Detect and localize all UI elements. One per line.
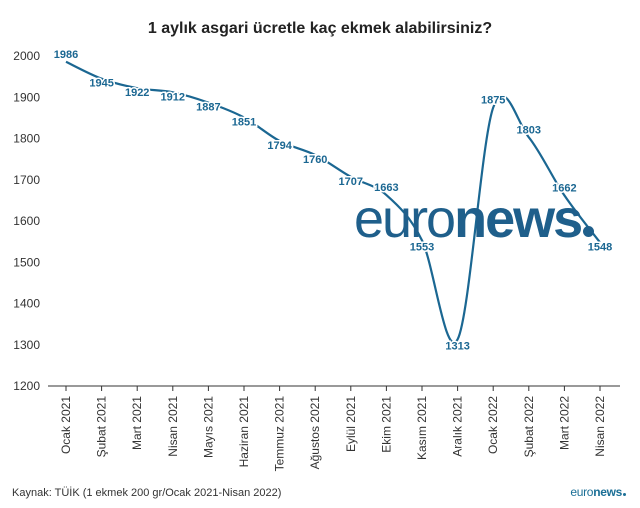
x-tick-label: Mayıs 2021	[201, 396, 215, 458]
source-note: Kaynak: TÜİK (1 ekmek 200 gr/Ocak 2021-N…	[12, 487, 282, 499]
y-tick-label: 1500	[13, 255, 40, 269]
x-tick-label: Ocak 2021	[59, 396, 73, 454]
data-label: 1760	[303, 154, 327, 166]
x-tick-label: Nisan 2021	[166, 396, 180, 457]
x-tick-label: Ocak 2022	[486, 396, 500, 454]
y-tick-label: 1400	[13, 297, 40, 311]
data-label: 1553	[410, 241, 434, 253]
x-tick-label: Mart 2022	[557, 396, 571, 450]
data-label: 1803	[517, 124, 541, 136]
x-tick-label: Kasım 2021	[415, 396, 429, 460]
x-axis: Ocak 2021 Şubat 2021 Mart 2021 Nisan 2021 Ma…	[48, 385, 620, 472]
x-tick-label: Eylül 2021	[344, 396, 358, 452]
x-tick-label: Ekim 2021	[379, 396, 393, 453]
data-label: 1662	[552, 182, 576, 194]
y-tick-label: 1600	[13, 214, 40, 228]
x-tick-label: Temmuz 2021	[273, 396, 287, 472]
euronews-watermark-logo: euronews	[354, 192, 595, 246]
data-label: 1912	[161, 91, 185, 103]
euronews-footer-logo: euronews	[570, 485, 626, 499]
x-tick-label: Haziran 2021	[237, 396, 251, 468]
data-labels: 1986 1945 1922 1912 1887 1851 1794 1760 1707 1663…	[52, 47, 613, 354]
series-line	[65, 60, 601, 344]
y-axis: 1200 1300 1400 1500 1600 1700 1800 1900 2000	[13, 49, 40, 393]
y-tick-label: 1300	[13, 338, 40, 352]
data-label: 1945	[89, 78, 113, 90]
data-label: 1313	[445, 340, 469, 352]
x-tick-label: Şubat 2021	[95, 396, 109, 458]
data-label: 1794	[267, 140, 292, 152]
x-tick-label: Ağustos 2021	[308, 396, 322, 470]
data-label: 1875	[481, 95, 505, 107]
data-label: 1986	[54, 49, 78, 61]
chart-title: 1 aylık asgari ücretle kaç ekmek alabili…	[147, 20, 493, 37]
y-tick-label: 1700	[13, 173, 40, 187]
data-label: 1922	[125, 87, 149, 99]
y-tick-label: 2000	[13, 49, 40, 63]
data-label: 1548	[588, 241, 612, 253]
x-tick-label: Nisan 2022	[593, 396, 607, 457]
data-label: 1663	[374, 182, 398, 194]
data-label: 1851	[232, 116, 256, 128]
data-label: 1887	[196, 102, 220, 114]
x-tick-label: Şubat 2022	[522, 396, 536, 458]
y-tick-label: 1900	[13, 90, 40, 104]
y-tick-label: 1200	[13, 379, 40, 393]
x-tick-label: Aralık 2021	[451, 396, 465, 457]
data-label: 1707	[339, 176, 363, 188]
x-tick-label: Mart 2021	[130, 396, 144, 450]
y-tick-label: 1800	[13, 132, 40, 146]
